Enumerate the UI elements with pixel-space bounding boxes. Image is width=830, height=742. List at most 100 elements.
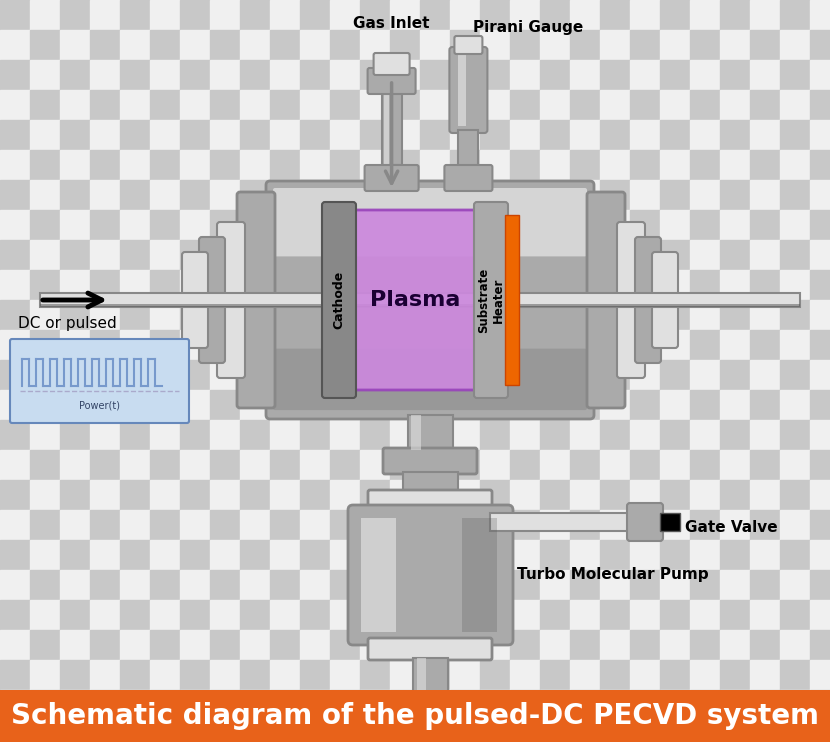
Bar — [750, 630, 780, 660]
FancyBboxPatch shape — [374, 53, 409, 75]
Bar — [360, 180, 390, 210]
Bar — [210, 540, 240, 570]
Bar — [150, 150, 180, 180]
Bar — [540, 450, 570, 480]
Bar — [660, 360, 690, 390]
Bar — [420, 0, 450, 30]
Bar — [660, 570, 690, 600]
Bar — [480, 510, 510, 540]
Bar — [360, 600, 390, 630]
Bar — [810, 60, 830, 90]
Bar — [420, 600, 450, 630]
Bar — [810, 210, 830, 240]
Bar — [510, 690, 540, 720]
Bar — [480, 420, 510, 450]
Bar — [570, 450, 600, 480]
Bar — [120, 210, 150, 240]
Bar — [780, 360, 810, 390]
Bar — [420, 90, 450, 120]
Bar — [270, 300, 300, 330]
Bar — [0, 30, 30, 60]
Bar — [90, 510, 120, 540]
Bar — [300, 360, 330, 390]
Bar — [780, 660, 810, 690]
Bar — [780, 0, 810, 30]
Bar — [540, 210, 570, 240]
Bar — [570, 330, 600, 360]
Bar — [600, 120, 630, 150]
Bar — [30, 600, 60, 630]
Text: Gas Inlet: Gas Inlet — [354, 16, 430, 31]
Bar — [210, 720, 240, 742]
Bar — [390, 510, 420, 540]
Bar — [510, 480, 540, 510]
Bar — [0, 510, 30, 540]
Bar — [360, 0, 390, 30]
Bar — [480, 690, 510, 720]
Bar — [720, 270, 750, 300]
Bar — [150, 510, 180, 540]
Bar — [390, 300, 420, 330]
Bar — [120, 390, 150, 420]
Bar — [60, 360, 90, 390]
Bar — [180, 360, 210, 390]
Bar — [510, 450, 540, 480]
Bar — [150, 0, 180, 30]
Bar — [570, 540, 600, 570]
FancyBboxPatch shape — [364, 165, 418, 191]
FancyBboxPatch shape — [449, 47, 487, 133]
Bar — [90, 630, 120, 660]
Bar — [30, 570, 60, 600]
Bar — [90, 180, 120, 210]
Bar — [0, 690, 830, 742]
Bar — [60, 90, 90, 120]
Bar — [0, 150, 30, 180]
Bar — [780, 180, 810, 210]
Bar — [120, 0, 150, 30]
Bar — [660, 60, 690, 90]
Bar — [540, 270, 570, 300]
Bar — [360, 540, 390, 570]
Bar — [540, 600, 570, 630]
Bar — [570, 570, 600, 600]
FancyBboxPatch shape — [266, 181, 594, 419]
Bar — [510, 570, 540, 600]
Text: Turbo Molecular Pump: Turbo Molecular Pump — [517, 568, 709, 582]
Bar — [660, 300, 690, 330]
Bar — [120, 300, 150, 330]
Bar — [330, 420, 360, 450]
Bar — [600, 420, 630, 450]
Bar — [690, 300, 720, 330]
Bar — [750, 360, 780, 390]
Bar — [270, 630, 300, 660]
Bar — [570, 270, 600, 300]
Bar — [480, 480, 510, 510]
Bar — [660, 240, 690, 270]
Bar — [120, 30, 150, 60]
FancyBboxPatch shape — [343, 210, 487, 390]
Bar — [60, 660, 90, 690]
Bar — [180, 390, 210, 420]
Bar — [330, 360, 360, 390]
Bar — [30, 540, 60, 570]
Bar — [180, 720, 210, 742]
Bar — [360, 330, 390, 360]
Bar — [540, 180, 570, 210]
Bar — [480, 450, 510, 480]
FancyBboxPatch shape — [444, 165, 492, 191]
Bar — [780, 540, 810, 570]
Bar — [210, 30, 240, 60]
FancyBboxPatch shape — [199, 237, 225, 363]
Bar — [60, 30, 90, 60]
Bar — [150, 180, 180, 210]
Bar — [570, 180, 600, 210]
Bar — [180, 240, 210, 270]
Bar — [600, 270, 630, 300]
Bar — [120, 270, 150, 300]
Bar — [120, 90, 150, 120]
FancyBboxPatch shape — [368, 490, 492, 512]
Bar — [150, 480, 180, 510]
Bar — [458, 54, 466, 126]
Bar — [120, 420, 150, 450]
Bar — [90, 0, 120, 30]
